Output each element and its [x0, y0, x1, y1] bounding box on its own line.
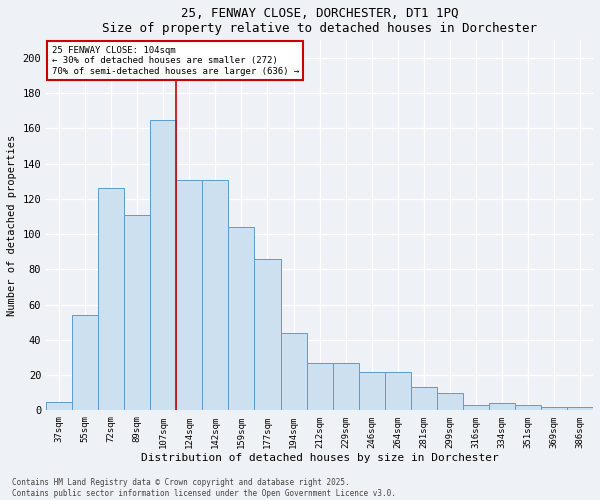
Bar	[176, 180, 202, 410]
Title: 25, FENWAY CLOSE, DORCHESTER, DT1 1PQ
Size of property relative to detached hous: 25, FENWAY CLOSE, DORCHESTER, DT1 1PQ Si…	[102, 7, 537, 35]
Bar	[150, 120, 176, 410]
Bar	[72, 315, 98, 410]
Bar	[281, 333, 307, 410]
Bar	[541, 407, 567, 410]
Text: Contains HM Land Registry data © Crown copyright and database right 2025.
Contai: Contains HM Land Registry data © Crown c…	[12, 478, 396, 498]
Bar	[411, 388, 437, 410]
Bar	[437, 393, 463, 410]
Bar	[515, 405, 541, 410]
Bar	[98, 188, 124, 410]
Bar	[124, 215, 150, 410]
Bar	[254, 259, 281, 410]
Bar	[463, 405, 489, 410]
Bar	[307, 363, 332, 410]
Bar	[489, 404, 515, 410]
Bar	[202, 180, 229, 410]
Bar	[229, 227, 254, 410]
Bar	[46, 402, 72, 410]
X-axis label: Distribution of detached houses by size in Dorchester: Distribution of detached houses by size …	[141, 453, 499, 463]
Bar	[385, 372, 411, 410]
Bar	[359, 372, 385, 410]
Y-axis label: Number of detached properties: Number of detached properties	[7, 134, 17, 316]
Text: 25 FENWAY CLOSE: 104sqm
← 30% of detached houses are smaller (272)
70% of semi-d: 25 FENWAY CLOSE: 104sqm ← 30% of detache…	[52, 46, 299, 76]
Bar	[567, 407, 593, 410]
Bar	[332, 363, 359, 410]
